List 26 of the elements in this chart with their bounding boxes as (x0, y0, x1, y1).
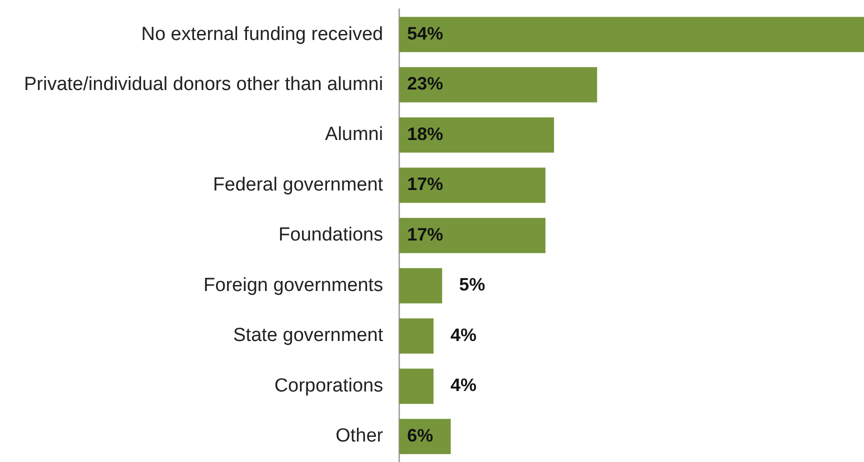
bar (399, 168, 546, 203)
y-tick-label: Other (336, 426, 384, 447)
bar (399, 368, 434, 404)
y-tick-label: State government (233, 325, 384, 346)
data-label: 17% (407, 224, 444, 244)
y-tick-label: Foreign governments (204, 274, 384, 296)
bar (399, 67, 598, 102)
bar (399, 117, 554, 153)
bar (399, 16, 864, 52)
y-tick-label: Federal government (213, 174, 384, 196)
data-label: 18% (407, 124, 444, 144)
bar (399, 318, 434, 354)
y-tick-label: Private/individual donors other than alumni (24, 74, 384, 95)
y-tick-label: No external funding received (141, 24, 384, 45)
data-label: 23% (407, 74, 444, 94)
data-label: 4% (450, 375, 477, 396)
data-label: 6% (407, 425, 434, 446)
data-label: 54% (407, 23, 444, 44)
data-label: 5% (459, 274, 486, 295)
y-tick-label: Foundations (278, 224, 384, 246)
y-tick-label: Corporations (274, 375, 384, 396)
data-label: 17% (407, 174, 444, 194)
bar (399, 268, 442, 304)
bar (399, 218, 546, 254)
data-label: 4% (450, 324, 477, 345)
y-tick-label: Alumni (325, 124, 384, 146)
